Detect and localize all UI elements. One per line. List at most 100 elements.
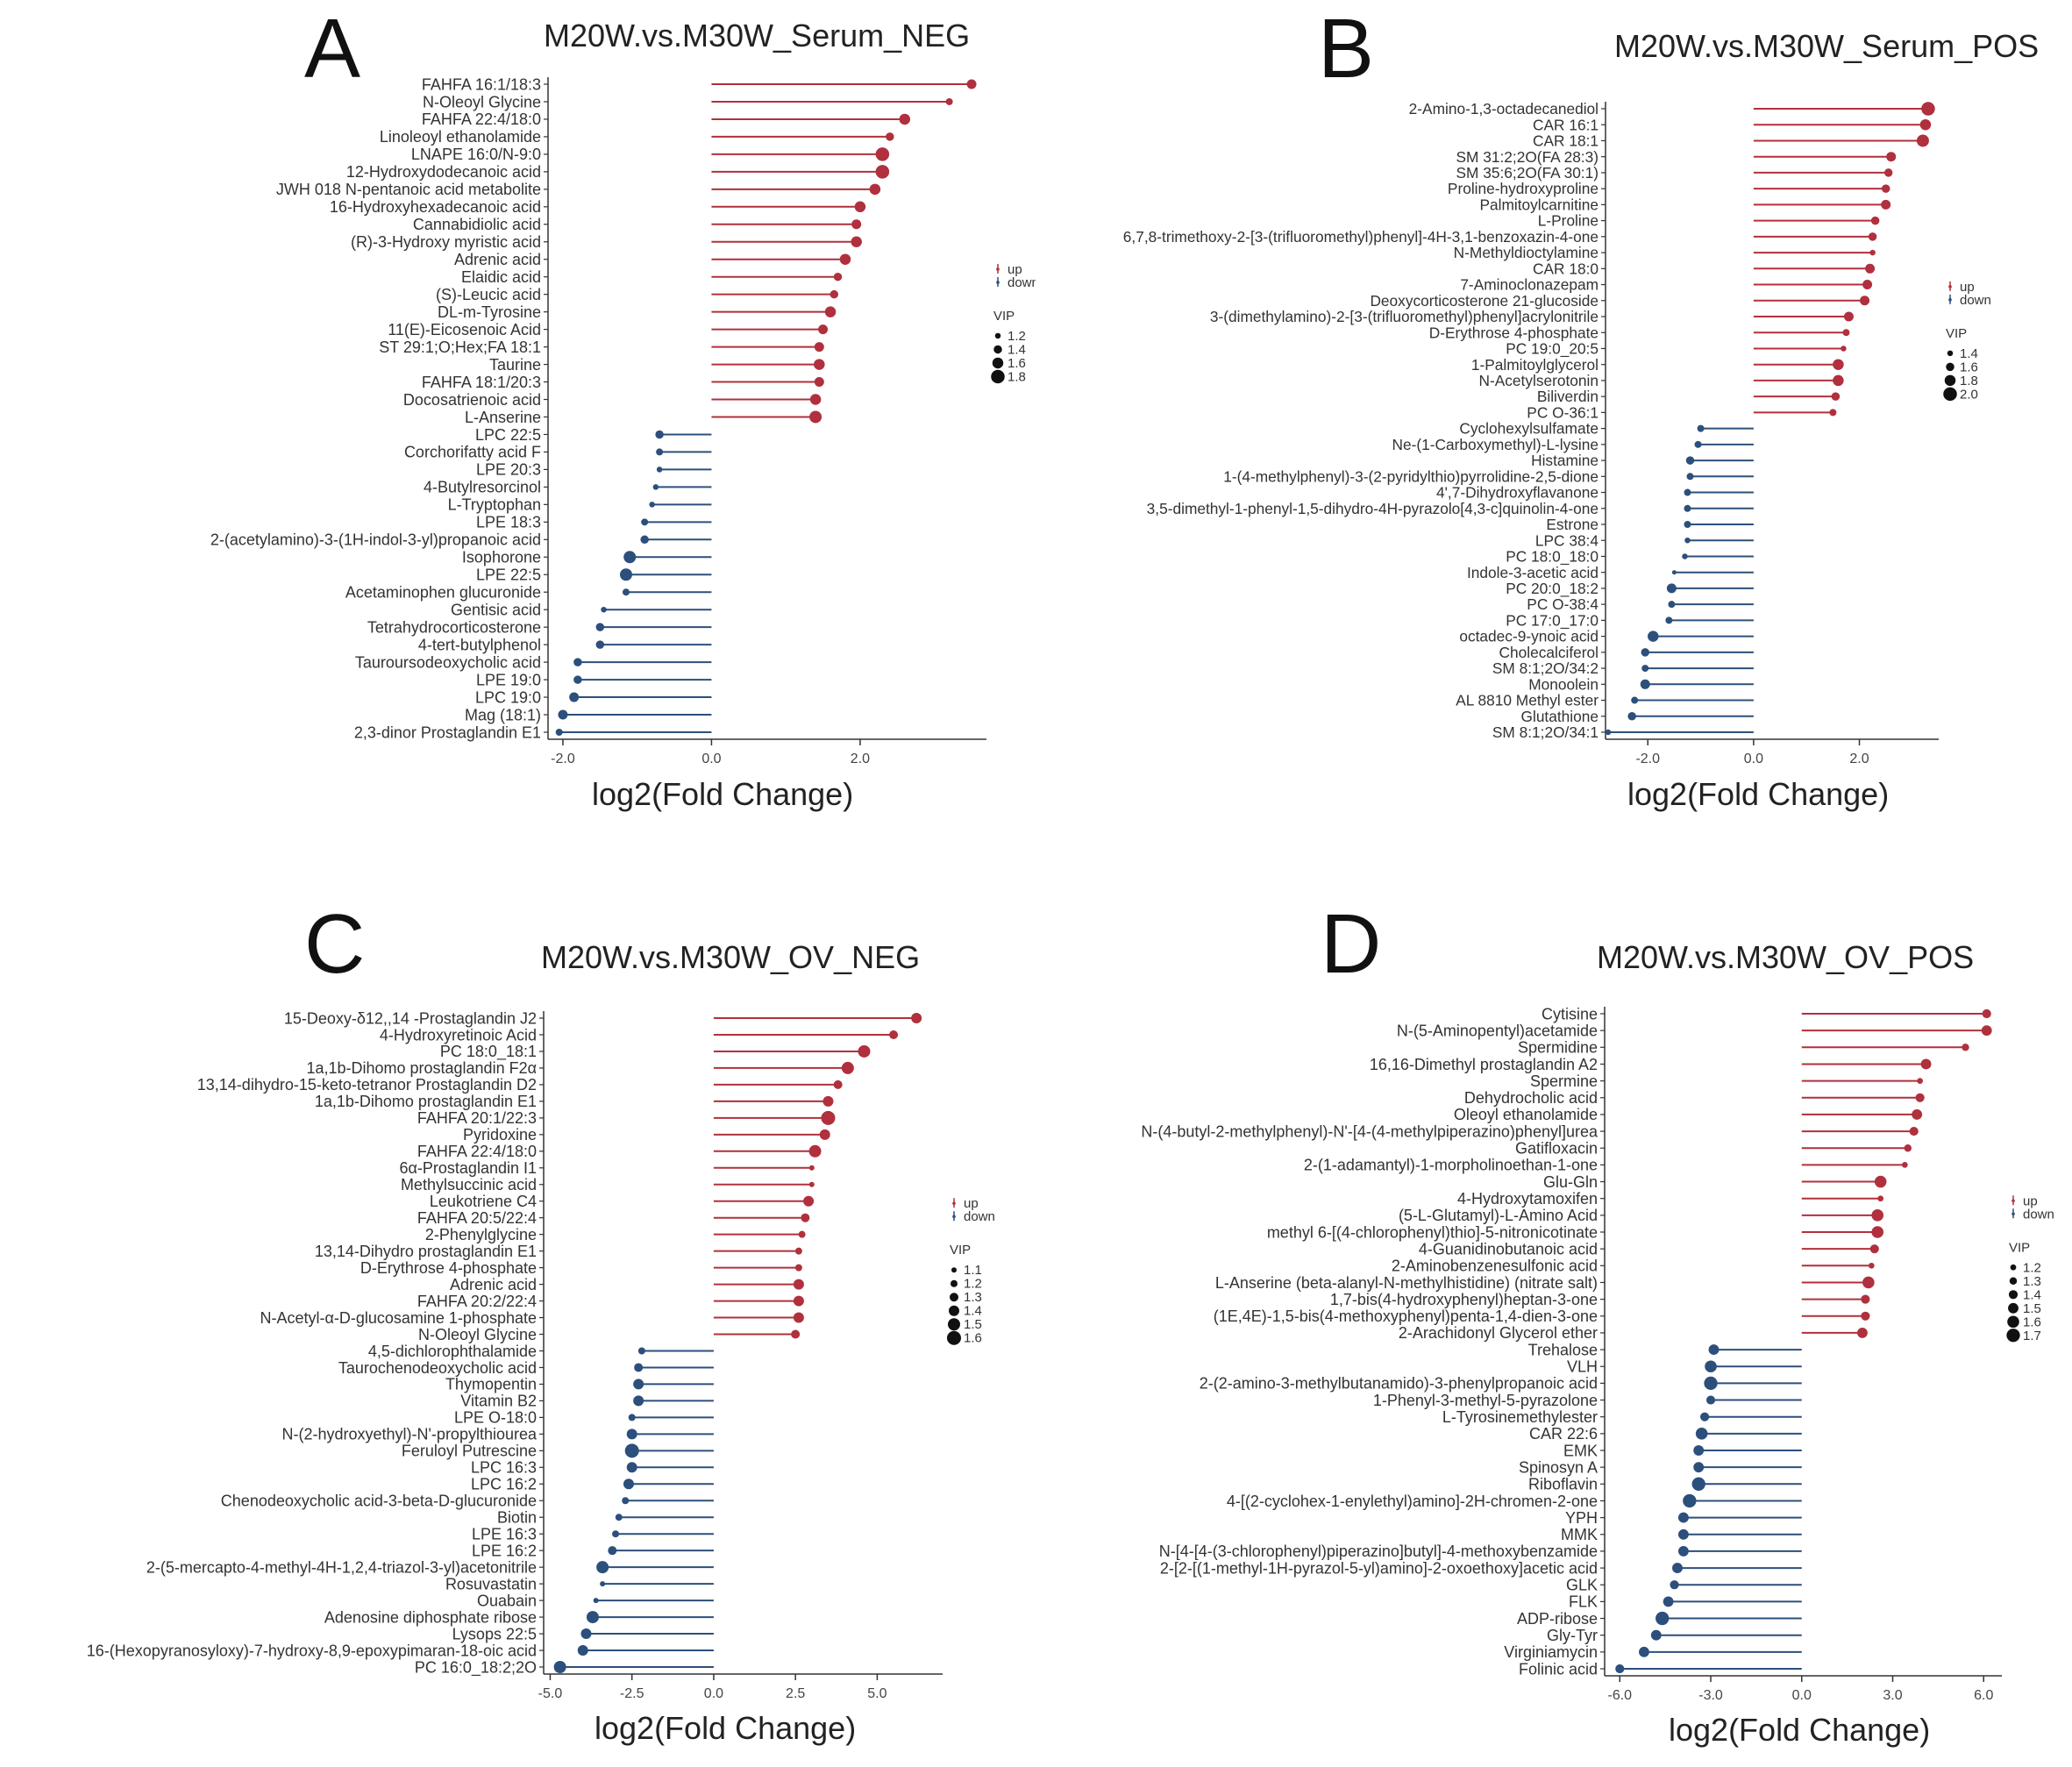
y-tick-label: Biotin xyxy=(497,1509,537,1527)
x-tick-label: 2.5 xyxy=(786,1686,805,1701)
y-tick-label: 2-Phenylglycine xyxy=(425,1226,537,1243)
legend-size-marker xyxy=(2008,1302,2019,1314)
lollipop-dot xyxy=(649,502,655,508)
lollipop-dot xyxy=(1615,1664,1625,1674)
legend-marker xyxy=(2011,1199,2015,1203)
lollipop-dot xyxy=(1861,1311,1870,1321)
y-tick-label: N-[4-[4-(3-chlorophenyl)piperazino]butyl… xyxy=(1159,1543,1598,1560)
y-tick-label: PC 17:0_17:0 xyxy=(1506,611,1599,629)
lollipop-dot xyxy=(886,132,894,141)
lollipop-dot xyxy=(808,1144,822,1158)
y-tick-label: 16,16-Dimethyl prostaglandin A2 xyxy=(1370,1056,1598,1073)
lollipop-dot xyxy=(1874,1175,1887,1188)
y-tick-label: 16-Hydroxyhexadecanoic acid xyxy=(330,198,541,216)
lollipop-dot xyxy=(573,658,582,666)
lollipop-dot xyxy=(626,1462,637,1473)
y-tick-label: N-Methyldioctylamine xyxy=(1454,244,1599,261)
legend-size-marker xyxy=(1944,374,1956,387)
lollipop-dot xyxy=(558,709,568,720)
lollipop-dot xyxy=(1627,712,1636,721)
y-tick-label: Trehalose xyxy=(1528,1341,1598,1358)
lollipop-chart: -2.0 0.0 2.02-Amino-1,3-octadecanediolCAR … xyxy=(1123,100,1991,766)
lollipop-dot xyxy=(1705,1360,1717,1373)
y-tick-label: 16-(Hexopyranosyloxy)-7-hydroxy-8,9-epox… xyxy=(87,1642,537,1659)
panel-b: B M20W.vs.M30W_Serum_POS -2.0 0.0 2.0 2-Ami… xyxy=(1036,0,2071,883)
lollipop-dot xyxy=(794,1264,802,1272)
lollipop-dot xyxy=(1841,346,1847,352)
legend-title: VIP xyxy=(993,309,1015,324)
y-tick-label: VLH xyxy=(1567,1358,1598,1376)
lollipop-dot xyxy=(809,394,822,405)
legend-size-marker xyxy=(993,345,1002,354)
y-tick-label: (5-L-Glutamyl)-L-Amino Acid xyxy=(1399,1207,1598,1224)
y-tick-label: FAHFA 20:5/22:4 xyxy=(417,1209,537,1227)
y-tick-label: SM 31:2;2O(FA 28:3) xyxy=(1456,148,1599,166)
lollipop-dot xyxy=(624,1443,639,1458)
lollipop-dot xyxy=(1655,1611,1670,1626)
legend-title: VIP xyxy=(2009,1240,2030,1255)
legend-size-label: 1.8 xyxy=(1960,374,1978,388)
lollipop-dot xyxy=(1868,232,1877,241)
y-tick-label: PC 18:0_18:0 xyxy=(1506,548,1599,566)
lollipop-dot xyxy=(814,359,825,370)
lollipop-chart: -2.0 0.0 2.0 FAHFA 16:1/18:3N-Oleoyl Glycin… xyxy=(210,75,1036,766)
legend-size-marker xyxy=(2009,1277,2018,1285)
y-tick-label: LPE 18:3 xyxy=(476,514,541,531)
y-tick-label: Methylsuccinic acid xyxy=(401,1176,537,1193)
lollipop-dot xyxy=(1672,1563,1683,1574)
lollipop-chart: -6.0 -3.0 0.0 3.0 6.0 CytisineN-(5-Aminopenty… xyxy=(1141,1005,2054,1703)
lollipop-dot xyxy=(798,1230,806,1238)
y-tick-label: 3,5-dimethyl-1-phenyl-1,5-dihydro-4H-pyr… xyxy=(1147,500,1599,517)
legend-size-label: 1.5 xyxy=(964,1317,982,1332)
y-tick-label: LPE 20:3 xyxy=(476,461,541,479)
lollipop-dot xyxy=(1705,1395,1716,1405)
panel-d: D M20W.vs.M30W_OV_POS -6.0 -3.0 0.0 3.0 6.0 C… xyxy=(1036,883,2071,1766)
lollipop-dot xyxy=(793,1295,804,1307)
y-tick-label: LPC 16:2 xyxy=(471,1476,537,1493)
x-tick-label: -5.0 xyxy=(538,1686,563,1701)
legend-size-label: 1.3 xyxy=(964,1290,982,1305)
lollipop-dot xyxy=(1881,199,1891,210)
lollipop-dot xyxy=(803,1195,815,1207)
y-tick-label: LPE 22:5 xyxy=(476,566,541,584)
lollipop-dot xyxy=(809,410,822,424)
y-tick-label: 1a,1b-Dihomo prostaglandin E1 xyxy=(315,1093,537,1110)
lollipop-dot xyxy=(1693,1462,1705,1473)
lollipop-dot xyxy=(808,1165,815,1171)
y-tick-label: PC 16:0_18:2;2O xyxy=(415,1658,537,1677)
lollipop-dot xyxy=(814,377,824,388)
y-tick-label: N-(4-butyl-2-methylphenyl)-N'-[4-(4-meth… xyxy=(1141,1122,1599,1140)
lollipop-dot xyxy=(573,675,582,684)
y-tick-label: FLK xyxy=(1569,1593,1598,1611)
y-tick-label: ST 29:1;O;Hex;FA 18:1 xyxy=(379,338,541,356)
legend-size-marker xyxy=(948,1318,960,1331)
lollipop-dot xyxy=(595,640,605,649)
lollipop-dot xyxy=(1684,504,1691,512)
lollipop-dot xyxy=(1708,1344,1720,1356)
lollipop-dot xyxy=(793,1312,804,1323)
legend-size-marker xyxy=(2010,1264,2017,1271)
lollipop-dot xyxy=(808,1181,815,1187)
lollipop-dot xyxy=(1691,1477,1705,1491)
x-axis-title: log2(Fold Change) xyxy=(592,776,854,812)
lollipop-dot xyxy=(875,165,890,179)
lollipop-dot xyxy=(1871,1226,1884,1238)
lollipop-dot xyxy=(854,201,866,213)
lollipop-dot xyxy=(1683,1493,1697,1508)
legend-size-label: 2.0 xyxy=(1960,387,1978,402)
lollipop-dot xyxy=(1909,1127,1919,1136)
lollipop-dot xyxy=(1684,537,1691,544)
legend-size-marker xyxy=(994,332,1001,339)
legend-size-label: 1.6 xyxy=(2023,1315,2041,1329)
lollipop-dot xyxy=(1650,1629,1662,1641)
x-tick-label: 6.0 xyxy=(1974,1688,1993,1703)
legend-label: up xyxy=(1008,262,1022,277)
lollipop-dot xyxy=(1686,473,1694,481)
lollipop-dot xyxy=(869,183,881,196)
y-tick-label: Monoolein xyxy=(1528,675,1599,693)
y-tick-label: Feruloyl Putrescine xyxy=(402,1443,537,1460)
lollipop-dot xyxy=(1843,311,1854,322)
